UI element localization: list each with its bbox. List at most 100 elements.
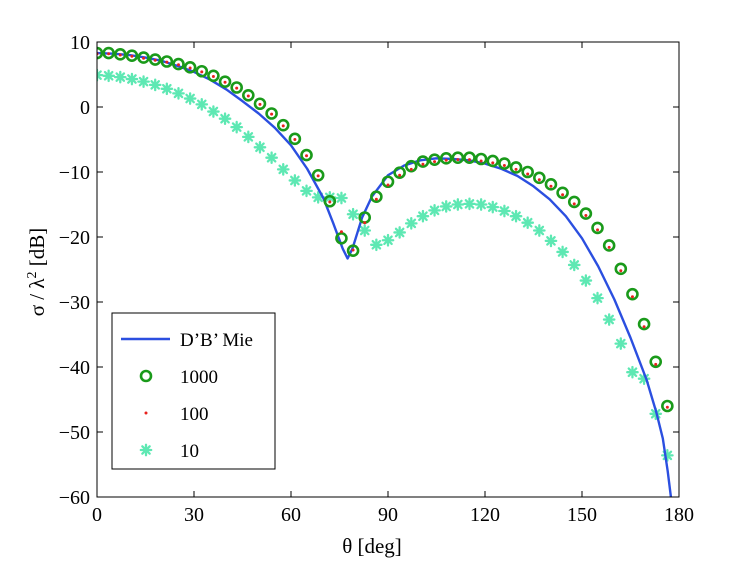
data-point — [498, 157, 511, 170]
y-tick-label: −60 — [59, 487, 90, 509]
y-tick-label: −40 — [59, 357, 90, 379]
data-point — [97, 46, 104, 60]
data-point — [637, 317, 651, 331]
data-point — [491, 161, 495, 165]
data-point — [207, 69, 220, 83]
series-d-b-mie — [97, 51, 673, 497]
data-point — [300, 184, 313, 198]
data-point — [183, 92, 197, 105]
data-point — [370, 190, 383, 203]
data-point — [142, 56, 146, 60]
data-point — [288, 174, 302, 187]
series-1000 — [97, 46, 674, 413]
data-point — [444, 158, 448, 162]
data-point — [474, 198, 488, 211]
data-point — [113, 48, 127, 61]
data-point — [160, 82, 174, 96]
y-tick-label: −20 — [59, 227, 90, 249]
x-tick-label: 0 — [92, 504, 102, 526]
data-point — [374, 197, 378, 201]
data-point — [176, 63, 180, 67]
data-point — [451, 151, 465, 164]
data-point — [556, 245, 569, 259]
data-point — [265, 151, 278, 165]
data-point — [102, 46, 115, 60]
data-point — [463, 151, 476, 164]
data-point — [544, 234, 558, 248]
data-point — [498, 204, 511, 218]
x-tick-label: 180 — [664, 504, 694, 526]
data-point — [363, 221, 367, 225]
data-point — [97, 68, 104, 82]
data-point — [479, 159, 483, 163]
legend-label: D’B’ Mie — [180, 330, 253, 351]
data-point — [223, 80, 227, 84]
series-line-mie — [97, 51, 673, 497]
data-point — [346, 244, 360, 257]
data-point — [200, 70, 204, 74]
data-point — [532, 224, 546, 237]
data-point — [439, 152, 453, 165]
data-point — [148, 78, 162, 92]
data-point — [416, 209, 430, 223]
data-point — [253, 140, 267, 154]
data-point — [276, 163, 290, 176]
data-point — [288, 132, 302, 146]
data-point — [335, 191, 348, 205]
y-tick-label: −10 — [59, 162, 90, 184]
data-point — [642, 325, 646, 329]
data-point — [579, 274, 593, 287]
data-point — [323, 194, 337, 208]
legend-swatch-marker — [139, 369, 153, 383]
y-axis-label-unit: [dB] — [25, 228, 49, 272]
data-point — [113, 70, 127, 84]
data-point — [579, 207, 593, 220]
legend-swatch-marker — [144, 411, 148, 415]
legend-label: 1000 — [180, 367, 218, 388]
data-point — [218, 75, 232, 88]
data-point — [393, 166, 406, 179]
data-point — [416, 155, 430, 168]
y-axis-label-main: σ / λ — [25, 278, 49, 317]
data-point — [474, 152, 488, 166]
x-tick-label: 30 — [184, 504, 204, 526]
data-point — [125, 72, 139, 86]
data-point — [596, 228, 600, 232]
data-point — [607, 245, 611, 249]
y-tick-label: 10 — [70, 32, 90, 54]
data-point — [218, 112, 232, 126]
data-point — [381, 175, 395, 189]
data-point — [137, 51, 150, 64]
data-point — [665, 405, 669, 409]
data-point — [630, 295, 634, 299]
data-point — [346, 207, 360, 221]
data-point — [246, 94, 250, 98]
data-point — [556, 186, 569, 200]
data-point — [242, 89, 255, 102]
data-point — [358, 224, 372, 237]
data-point — [211, 74, 215, 78]
x-axis-label: θ [deg] — [342, 534, 402, 558]
data-point — [614, 262, 628, 276]
data-point — [230, 120, 244, 134]
series-layer — [97, 46, 674, 497]
data-point — [486, 200, 500, 214]
data-point — [328, 200, 332, 204]
data-point — [207, 105, 220, 118]
legend-entry: 10 — [139, 441, 199, 462]
data-point — [370, 238, 383, 252]
data-point — [502, 164, 506, 167]
x-tick-label: 120 — [470, 504, 500, 526]
data-point — [521, 165, 534, 179]
data-point — [118, 53, 122, 57]
legend: D’B’ Mie 1000 100 10 — [111, 312, 276, 470]
y-axis-label: σ / λ2 [dB] — [25, 228, 49, 317]
data-point — [398, 173, 402, 177]
data-point — [549, 184, 553, 188]
data-point — [661, 399, 674, 413]
data-point — [148, 53, 162, 66]
data-point — [619, 269, 623, 273]
data-point — [195, 98, 209, 111]
data-point — [102, 69, 115, 83]
